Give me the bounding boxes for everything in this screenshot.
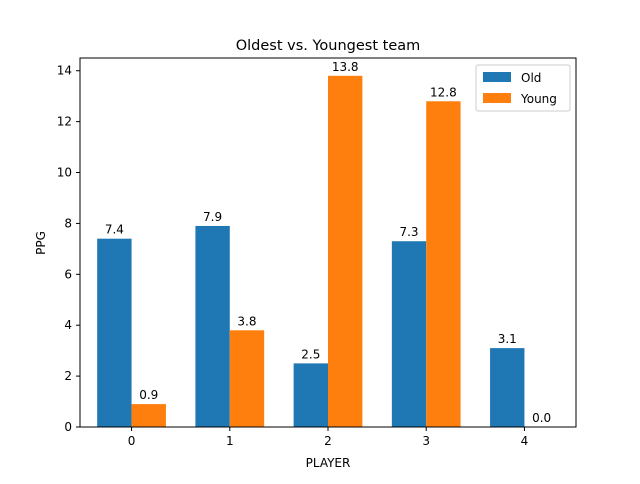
y-tick-label: 2 xyxy=(64,369,72,383)
y-tick-label: 6 xyxy=(64,267,72,281)
x-tick-label: 0 xyxy=(128,434,136,448)
x-tick-label: 4 xyxy=(521,434,529,448)
plot-area-frame xyxy=(79,57,577,428)
bar-old-0 xyxy=(97,238,132,427)
x-tick-label: 3 xyxy=(422,434,430,448)
bar-young-2 xyxy=(328,75,363,428)
legend-swatch-young xyxy=(483,93,511,103)
y-axis-ticks: 0 2 4 6 8 10 12 14 xyxy=(57,64,80,434)
bar-old-3 xyxy=(391,241,427,427)
bar-value-label: 7.3 xyxy=(399,225,418,239)
y-tick-label: 10 xyxy=(57,166,72,180)
y-tick-label: 14 xyxy=(57,64,72,78)
x-tick-label: 1 xyxy=(226,434,234,448)
bar-value-label: 3.1 xyxy=(498,332,517,346)
y-tick-label: 4 xyxy=(64,318,72,332)
y-tick-label: 12 xyxy=(57,115,72,129)
bar-young-1 xyxy=(229,330,265,427)
bars-layer xyxy=(97,75,525,428)
legend: Old Young xyxy=(475,64,571,112)
legend-label-young: Young xyxy=(520,92,557,106)
chart-title: Oldest vs. Youngest team xyxy=(236,38,421,54)
x-axis-ticks: 0 1 2 3 4 xyxy=(128,427,529,448)
bar-value-label: 0.0 xyxy=(532,411,551,425)
legend-label-old: Old xyxy=(521,71,541,85)
bar-value-label: 2.5 xyxy=(301,347,320,361)
bar-value-label: 13.8 xyxy=(332,60,359,74)
y-tick-label: 8 xyxy=(64,216,72,230)
bar-labels-layer: 7.4 7.9 2.5 7.3 3.1 0.9 3.8 13.8 12.8 0.0 xyxy=(105,60,551,425)
bar-old-1 xyxy=(195,225,230,427)
bar-value-label: 3.8 xyxy=(237,314,256,328)
y-tick-label: 0 xyxy=(64,420,72,434)
bar-value-label: 7.4 xyxy=(105,223,124,237)
bar-old-4 xyxy=(490,348,525,427)
bar-old-2 xyxy=(293,363,328,427)
y-axis-label: PPG xyxy=(34,231,48,255)
bar-value-label: 7.9 xyxy=(203,210,222,224)
legend-swatch-old xyxy=(483,72,511,82)
bar-value-label: 0.9 xyxy=(139,388,158,402)
bar-young-3 xyxy=(426,101,461,427)
x-axis-label: PLAYER xyxy=(306,456,351,470)
bar-value-label: 12.8 xyxy=(430,85,457,99)
bar-young-0 xyxy=(131,404,166,427)
x-tick-label: 2 xyxy=(324,434,332,448)
